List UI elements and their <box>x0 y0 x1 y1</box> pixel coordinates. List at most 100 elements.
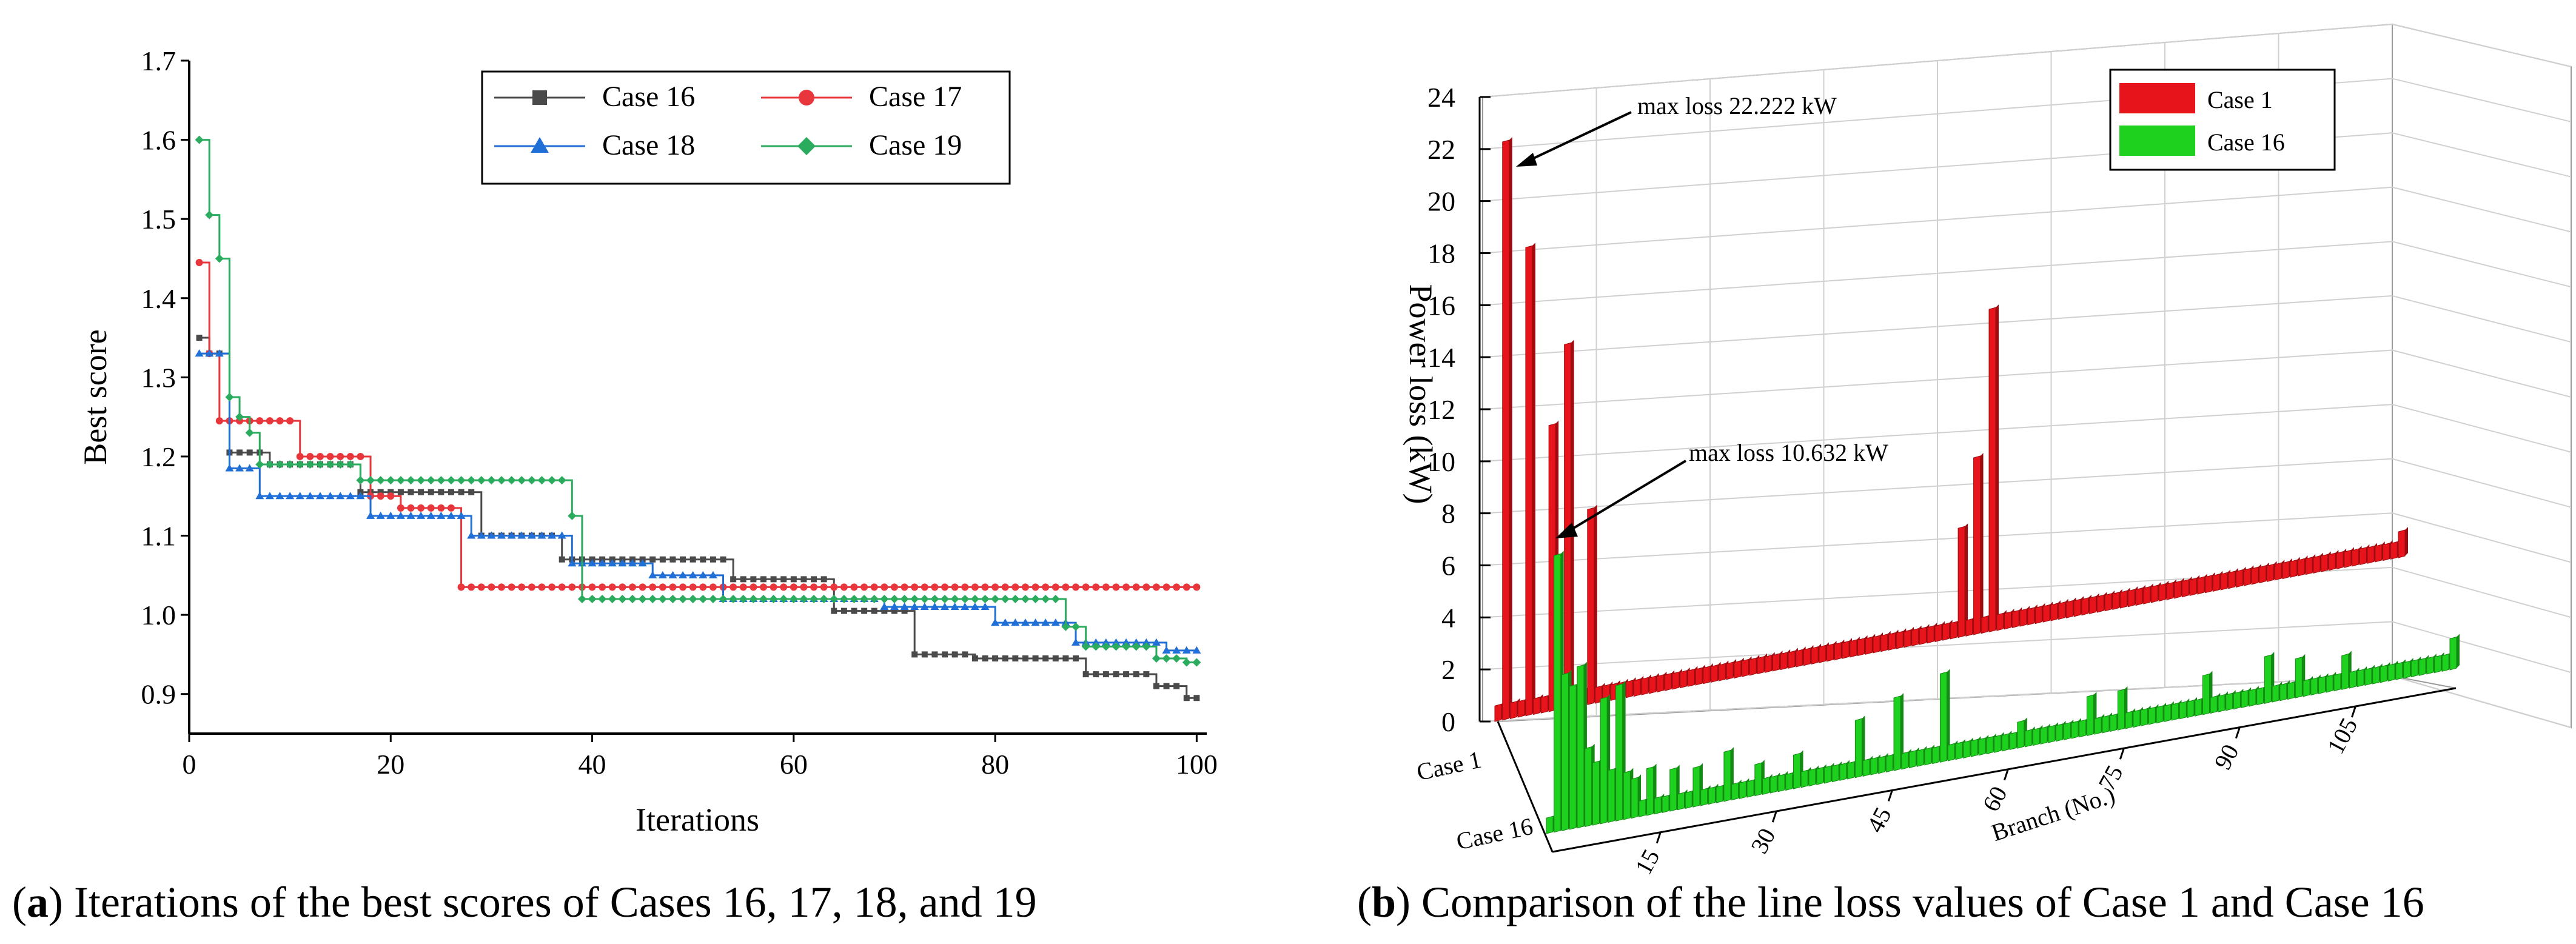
bar-case-1 <box>2004 611 2012 630</box>
point-case-19 <box>527 476 536 485</box>
bar-case-16 <box>1569 684 1577 830</box>
y-tick-label: 1.6 <box>141 125 176 156</box>
point-case-16 <box>1082 671 1089 678</box>
bar-case-1 <box>2174 580 2182 599</box>
bar-case-1 <box>2073 598 2081 617</box>
point-case-18 <box>517 531 526 539</box>
bar-case-1 <box>2089 595 2097 614</box>
point-case-16 <box>397 489 404 495</box>
bar-case-1 <box>2359 547 2367 566</box>
point-case-16 <box>881 608 888 614</box>
point-case-18 <box>688 571 697 578</box>
point-case-16 <box>971 655 978 661</box>
point-case-19 <box>477 476 486 485</box>
branch-tick-label: 15 <box>1629 845 1665 879</box>
z-tick-label: 6 <box>1441 551 1455 581</box>
point-case-19 <box>275 460 284 469</box>
point-case-17 <box>266 417 273 425</box>
point-case-16 <box>689 556 696 563</box>
legend-label-case-16: Case 16 <box>602 81 695 113</box>
point-case-19 <box>930 595 939 603</box>
point-case-19 <box>406 476 415 485</box>
bar-side-case-1 <box>1965 523 1968 636</box>
point-case-17 <box>195 259 203 266</box>
point-case-17 <box>790 583 797 591</box>
point-case-19 <box>708 595 717 603</box>
point-case-17 <box>1112 583 1120 591</box>
bar-case-1 <box>2120 590 2128 609</box>
point-case-17 <box>468 583 475 591</box>
point-case-18 <box>658 571 667 578</box>
bar-case-1 <box>1765 654 1773 673</box>
bar-case-16 <box>2032 728 2040 746</box>
bar-side-case-16 <box>1900 692 1904 769</box>
series-lines <box>195 135 1201 701</box>
point-case-19 <box>941 595 950 603</box>
point-case-19 <box>1152 654 1161 663</box>
point-case-19 <box>699 595 708 603</box>
side-gridline <box>2392 295 2572 343</box>
point-case-18 <box>205 349 214 357</box>
bar-case-1 <box>1973 455 1981 635</box>
point-case-17 <box>558 583 566 591</box>
bar-case-16 <box>1685 791 1692 809</box>
point-case-18 <box>356 492 365 500</box>
point-case-17 <box>1062 583 1070 591</box>
point-case-17 <box>850 583 858 591</box>
series-case-19 <box>195 135 1201 667</box>
point-case-18 <box>396 511 405 519</box>
point-case-17 <box>679 583 687 591</box>
branch-tick-mark <box>2003 769 2009 781</box>
point-case-19 <box>739 595 748 603</box>
point-case-19 <box>1182 658 1191 667</box>
bar-case-1 <box>2112 591 2120 611</box>
bar-case-1 <box>1903 629 1911 648</box>
point-case-19 <box>286 460 295 469</box>
point-case-18 <box>215 349 224 357</box>
point-case-16 <box>1133 671 1139 678</box>
point-case-17 <box>699 583 707 591</box>
point-case-16 <box>942 651 948 658</box>
bar-case-16 <box>1955 741 1963 760</box>
bar-case-1 <box>1826 643 1834 662</box>
point-case-17 <box>407 504 415 512</box>
point-case-19 <box>870 595 879 603</box>
annotation-arrow-2 <box>1563 460 1687 535</box>
bar-case-16 <box>1947 743 1955 762</box>
branch-axis-line <box>1552 687 2457 853</box>
bar-side-case-16 <box>2457 634 2460 668</box>
point-case-18 <box>1101 638 1110 646</box>
bar-case-1 <box>1656 674 1664 693</box>
point-case-17 <box>588 583 596 591</box>
point-case-19 <box>839 595 848 603</box>
bar-case-16 <box>1885 754 1893 773</box>
point-case-19 <box>467 476 476 485</box>
point-case-19 <box>255 460 264 469</box>
bar-case-1 <box>2344 549 2352 568</box>
bar-case-1 <box>2328 552 2336 571</box>
bar-case-1 <box>1880 634 1888 652</box>
bar-case-16 <box>2218 694 2225 712</box>
point-case-17 <box>1152 583 1160 591</box>
point-case-17 <box>215 417 223 425</box>
point-case-19 <box>719 595 728 603</box>
side-gridline <box>2392 349 2572 398</box>
point-case-18 <box>255 492 264 500</box>
point-case-16 <box>871 608 877 614</box>
point-case-19 <box>487 476 496 485</box>
point-case-17 <box>346 452 354 460</box>
bar-case-1 <box>2034 606 2042 624</box>
point-case-18 <box>1092 638 1101 646</box>
point-case-18 <box>930 603 939 611</box>
point-case-19 <box>1132 642 1141 651</box>
point-case-19 <box>950 595 959 603</box>
point-case-17 <box>951 583 959 591</box>
point-case-17 <box>820 583 828 591</box>
point-case-17 <box>1021 583 1029 591</box>
bar-case-1 <box>2383 543 2390 561</box>
bar-case-16 <box>2056 723 2064 742</box>
point-case-16 <box>891 608 897 614</box>
point-case-19 <box>225 393 234 401</box>
point-case-19 <box>648 595 657 603</box>
point-case-19 <box>346 460 355 469</box>
